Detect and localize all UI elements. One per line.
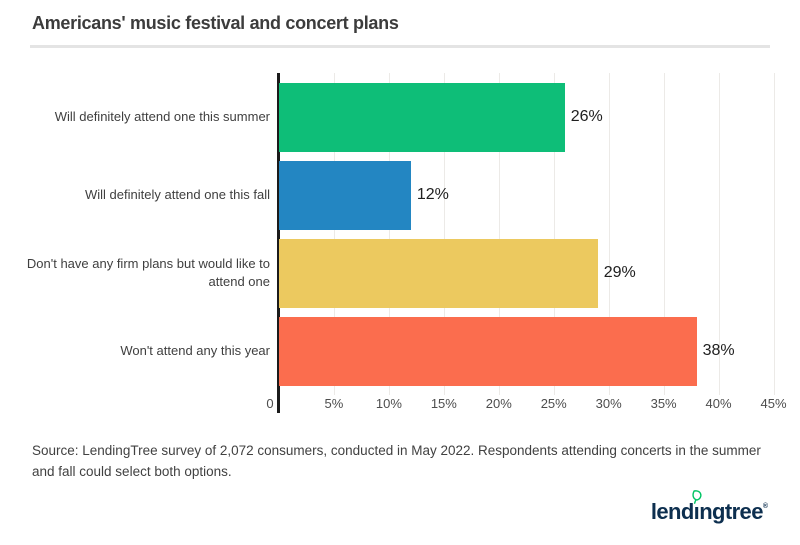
gridline [773, 73, 775, 395]
x-tick-label: 0 [266, 396, 274, 411]
bar-value-label: 26% [570, 108, 603, 125]
logo-text-i: ı [693, 499, 700, 524]
leaf-icon [692, 490, 702, 504]
plot-area [277, 73, 790, 413]
gridline [718, 73, 720, 395]
gridline [663, 73, 665, 395]
bar [279, 160, 411, 230]
category-label-text: Won't attend any this year [120, 343, 270, 359]
gridline [388, 73, 390, 395]
bar-row: 29% [279, 234, 790, 312]
gridline [443, 73, 445, 395]
category-label-text: Don't have any firm plans but would like… [26, 256, 270, 289]
logo-text-post: ngtree [699, 499, 763, 524]
category-label-text: Will definitely attend one this fall [85, 187, 270, 203]
category-label-text: Will definitely attend one this summer [54, 109, 270, 125]
bar-row: 26% [279, 78, 790, 156]
bar-series: 26% 12% 29% 38% [279, 78, 790, 390]
x-tick-label: 40% [705, 396, 732, 411]
bar-value-label: 38% [702, 342, 735, 359]
x-tick-label: 20% [485, 396, 512, 411]
bar [279, 316, 697, 386]
gridline [608, 73, 610, 395]
logo-i: ı [692, 490, 702, 525]
chart-title: Americans' music festival and concert pl… [32, 13, 399, 33]
x-tick-label: 30% [595, 396, 622, 411]
x-tick-label: 5% [324, 396, 344, 411]
x-tick-label: 45% [760, 396, 787, 411]
source-note: Source: LendingTree survey of 2,072 cons… [32, 443, 761, 479]
category-label: Won't attend any this year [0, 312, 270, 390]
bar-row: 12% [279, 156, 790, 234]
category-label: Will definitely attend one this summer [0, 78, 270, 156]
gridline [553, 73, 555, 395]
x-tick-label: 35% [650, 396, 677, 411]
logo-text-pre: lend [650, 499, 694, 524]
category-labels: Will definitely attend one this summer Wi… [0, 78, 270, 390]
bar-value-label: 12% [416, 186, 449, 203]
x-tick-label: 10% [375, 396, 402, 411]
bar [279, 82, 565, 152]
lendingtree-logo: lend ıngtree® [650, 490, 768, 525]
gridline [333, 73, 335, 395]
bar [279, 238, 598, 308]
gridline [498, 73, 500, 395]
category-label: Will definitely attend one this fall [0, 156, 270, 234]
x-axis-tick-labels: 0 5% 10% 15% 20% 25% 30% 35% 40% 45% [0, 396, 800, 414]
bar-row: 38% [279, 312, 790, 390]
title-divider [30, 45, 770, 48]
x-tick-label: 25% [540, 396, 567, 411]
registered-mark: ® [762, 503, 768, 510]
category-label: Don't have any firm plans but would like… [0, 234, 270, 312]
x-tick-label: 15% [430, 396, 457, 411]
bar-value-label: 29% [603, 264, 636, 281]
y-axis-line [277, 73, 280, 413]
